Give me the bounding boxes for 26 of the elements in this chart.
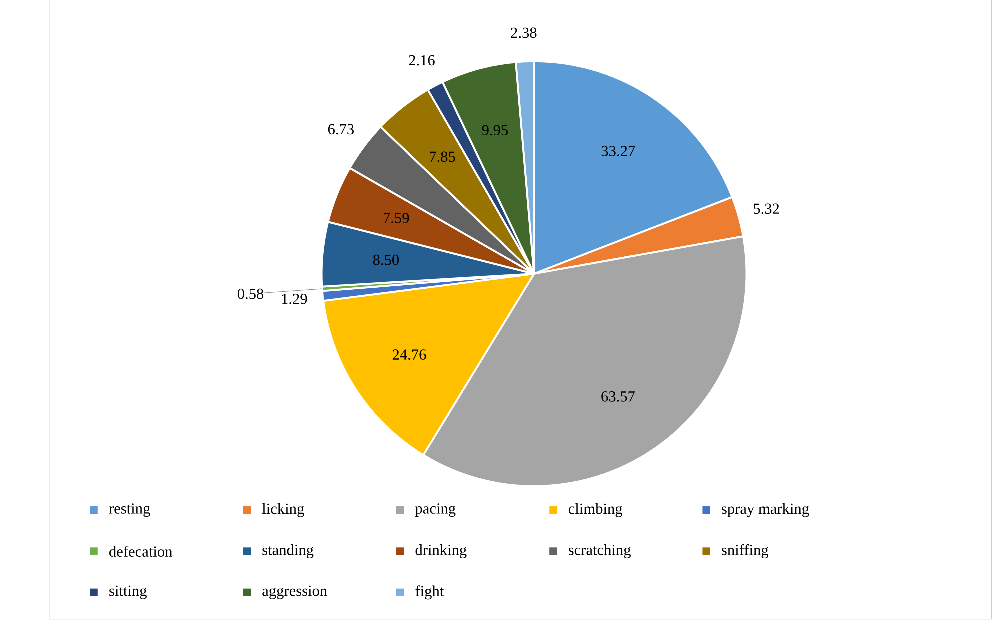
data-label: 33.27 xyxy=(602,146,636,157)
data-label: 6.73 xyxy=(328,124,354,135)
legend-label: climbing xyxy=(568,504,623,518)
data-label: 1.29 xyxy=(282,294,308,304)
data-label: 5.32 xyxy=(754,204,780,214)
data-label: 7.59 xyxy=(384,213,410,224)
legend-label: licking xyxy=(262,504,304,518)
legend-label: spray marking xyxy=(722,504,810,518)
data-label: 24.76 xyxy=(392,350,426,360)
legend-label: scratching xyxy=(568,544,631,559)
legend-label: fight xyxy=(416,586,444,600)
legend-label: aggression xyxy=(262,586,328,600)
data-label: 8.50 xyxy=(373,255,400,266)
legend-label: sniffing xyxy=(722,544,769,559)
legend-label: defecation xyxy=(110,546,173,558)
data-label: 2.38 xyxy=(511,28,537,38)
legend-label: drinking xyxy=(416,544,467,559)
data-label: 0.58 xyxy=(238,289,264,300)
legend-label: standing xyxy=(262,544,314,559)
data-label: 63.57 xyxy=(602,392,635,402)
data-label: 2.16 xyxy=(409,55,435,66)
legend-label: sitting xyxy=(110,586,147,600)
data-label: 9.95 xyxy=(482,125,508,136)
legend-label: pacing xyxy=(415,504,456,518)
data-label: 7.85 xyxy=(430,152,456,162)
legend-label: resting xyxy=(109,504,150,518)
